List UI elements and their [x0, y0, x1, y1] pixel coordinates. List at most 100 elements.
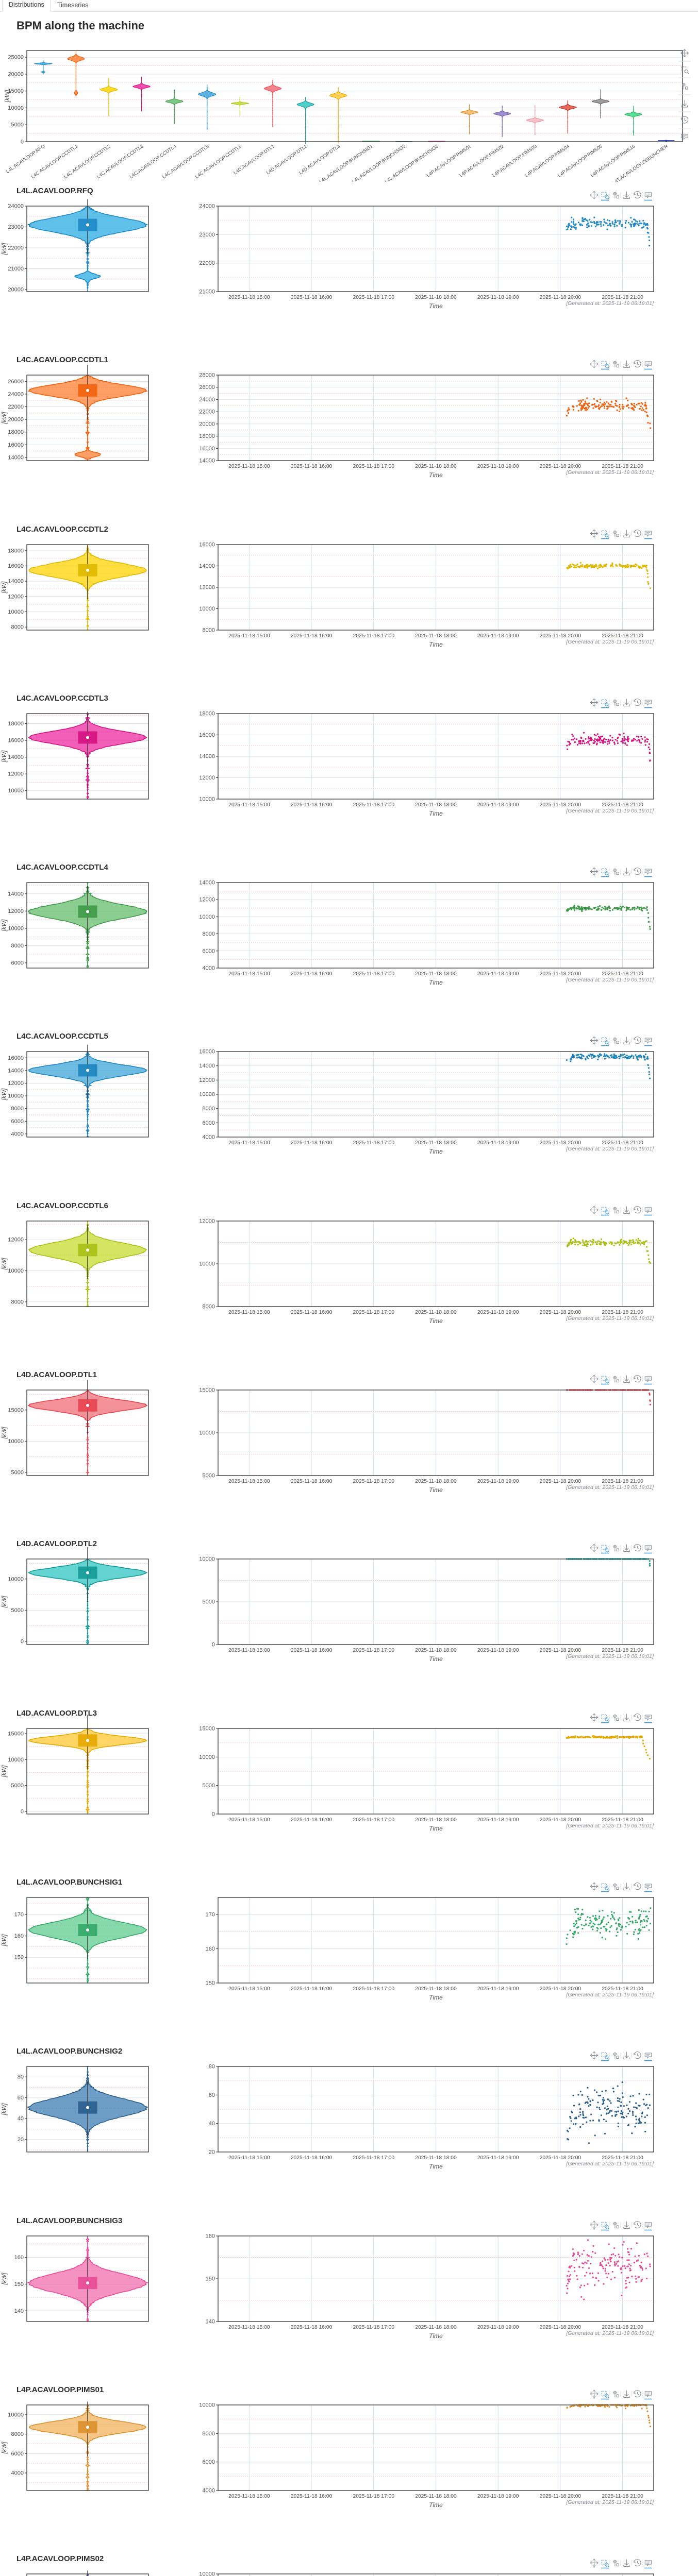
svg-text:L4D.ACAVLOOP.DTL2: L4D.ACAVLOOP.DTL2	[16, 1539, 97, 1548]
svg-text:2025-11-18 15:00: 2025-11-18 15:00	[228, 295, 270, 300]
svg-text:2025-11-18 17:00: 2025-11-18 17:00	[353, 2155, 395, 2161]
svg-text:[kW]: [kW]	[4, 90, 11, 103]
svg-text:8000: 8000	[203, 2431, 215, 2437]
svg-text:150: 150	[14, 1955, 24, 1961]
svg-text:8000: 8000	[203, 1303, 215, 1310]
svg-text:2025-11-18 21:00: 2025-11-18 21:00	[602, 1817, 643, 1823]
svg-text:40: 40	[18, 2116, 24, 2122]
svg-text:14000: 14000	[199, 1063, 215, 1070]
svg-text:2025-11-18 21:00: 2025-11-18 21:00	[602, 1479, 643, 1484]
svg-text:2025-11-18 16:00: 2025-11-18 16:00	[291, 633, 333, 639]
svg-text:2025-11-18 17:00: 2025-11-18 17:00	[353, 971, 395, 977]
svg-text:80: 80	[209, 2064, 215, 2070]
svg-text:2025-11-18 19:00: 2025-11-18 19:00	[477, 1648, 519, 1653]
svg-text:L4C.ACAVLOOP.CCDTL4: L4C.ACAVLOOP.CCDTL4	[16, 863, 108, 872]
svg-text:2025-11-18 17:00: 2025-11-18 17:00	[353, 633, 395, 639]
svg-text:[kW]: [kW]	[2, 919, 8, 932]
svg-text:2025-11-18 15:00: 2025-11-18 15:00	[228, 1479, 270, 1484]
svg-text:12000: 12000	[8, 1080, 24, 1087]
svg-text:12000: 12000	[199, 1218, 215, 1224]
svg-text:10000: 10000	[8, 788, 24, 794]
svg-text:2025-11-18 15:00: 2025-11-18 15:00	[228, 2325, 270, 2330]
svg-text:5000: 5000	[203, 1783, 215, 1789]
svg-text:2025-11-18 16:00: 2025-11-18 16:00	[291, 1817, 333, 1823]
svg-text:L4C.ACAVLOOP.CCDTL5: L4C.ACAVLOOP.CCDTL5	[16, 1032, 108, 1041]
svg-text:4000: 4000	[11, 2470, 24, 2476]
svg-text:[Generated at: 2025-11-19 06:1: [Generated at: 2025-11-19 06:19:01]	[566, 300, 654, 307]
svg-text:Time: Time	[429, 2501, 443, 2509]
svg-text:18000: 18000	[199, 433, 215, 439]
svg-text:10000: 10000	[199, 1754, 215, 1760]
svg-text:8000: 8000	[11, 943, 24, 949]
svg-text:140: 140	[14, 2308, 24, 2314]
svg-text:2025-11-18 18:00: 2025-11-18 18:00	[415, 2155, 457, 2161]
svg-text:18000: 18000	[8, 429, 24, 435]
svg-text:2025-11-18 17:00: 2025-11-18 17:00	[353, 2325, 395, 2330]
svg-text:6000: 6000	[11, 1118, 24, 1125]
svg-text:2025-11-18 20:00: 2025-11-18 20:00	[540, 1310, 581, 1315]
svg-text:2025-11-18 17:00: 2025-11-18 17:00	[353, 1648, 395, 1653]
svg-text:2025-11-18 20:00: 2025-11-18 20:00	[540, 1140, 581, 1146]
svg-text:10000: 10000	[199, 2402, 215, 2408]
svg-text:Time: Time	[429, 471, 443, 479]
svg-text:5000: 5000	[11, 1607, 24, 1614]
svg-text:[Generated at: 2025-11-19 06:1: [Generated at: 2025-11-19 06:19:01]	[566, 1653, 654, 1659]
svg-text:160: 160	[14, 1933, 24, 1939]
svg-text:2025-11-18 18:00: 2025-11-18 18:00	[415, 1648, 457, 1653]
svg-text:[kW]: [kW]	[2, 2442, 8, 2454]
svg-text:18000: 18000	[8, 548, 24, 554]
svg-text:[Generated at: 2025-11-19 06:1: [Generated at: 2025-11-19 06:19:01]	[566, 1146, 654, 1152]
svg-text:14000: 14000	[8, 891, 24, 897]
svg-text:26000: 26000	[8, 379, 24, 385]
svg-text:23000: 23000	[199, 232, 215, 238]
svg-text:Time: Time	[429, 1825, 443, 1832]
svg-text:[kW]: [kW]	[2, 1427, 8, 1439]
svg-text:160: 160	[206, 2233, 215, 2239]
svg-text:10000: 10000	[8, 1093, 24, 1099]
svg-text:12000: 12000	[8, 594, 24, 600]
svg-text:2025-11-18 20:00: 2025-11-18 20:00	[540, 2325, 581, 2330]
svg-text:2025-11-18 18:00: 2025-11-18 18:00	[415, 1817, 457, 1823]
svg-text:140: 140	[206, 2318, 215, 2325]
svg-text:[kW]: [kW]	[2, 243, 8, 256]
svg-text:28000: 28000	[199, 372, 215, 379]
svg-text:Time: Time	[429, 1148, 443, 1155]
svg-text:8000: 8000	[11, 624, 24, 630]
svg-text:10000: 10000	[199, 1092, 215, 1098]
svg-text:4000: 4000	[203, 2487, 215, 2494]
svg-text:0: 0	[212, 1642, 215, 1648]
svg-text:24000: 24000	[199, 204, 215, 210]
svg-text:10000: 10000	[199, 796, 215, 802]
svg-text:[Generated at: 2025-11-19 06:1: [Generated at: 2025-11-19 06:19:01]	[566, 977, 654, 983]
svg-text:18000: 18000	[199, 710, 215, 717]
svg-text:21000: 21000	[199, 289, 215, 295]
svg-text:2025-11-18 21:00: 2025-11-18 21:00	[602, 2155, 643, 2161]
svg-text:10000: 10000	[8, 1757, 24, 1763]
svg-text:Time: Time	[429, 1486, 443, 1494]
svg-text:2025-11-18 20:00: 2025-11-18 20:00	[540, 1479, 581, 1484]
svg-text:2025-11-18 21:00: 2025-11-18 21:00	[602, 1140, 643, 1146]
svg-text:[Generated at: 2025-11-19 06:1: [Generated at: 2025-11-19 06:19:01]	[566, 1992, 654, 1998]
svg-text:16000: 16000	[199, 446, 215, 452]
svg-text:14000: 14000	[8, 578, 24, 584]
svg-text:2025-11-18 17:00: 2025-11-18 17:00	[353, 802, 395, 808]
svg-text:10000: 10000	[199, 914, 215, 920]
svg-text:10000: 10000	[8, 1438, 24, 1445]
svg-text:2025-11-18 17:00: 2025-11-18 17:00	[353, 464, 395, 469]
svg-text:2025-11-18 20:00: 2025-11-18 20:00	[540, 2494, 581, 2499]
svg-text:2025-11-18 19:00: 2025-11-18 19:00	[477, 633, 519, 639]
svg-text:2025-11-18 16:00: 2025-11-18 16:00	[291, 802, 333, 808]
svg-text:14000: 14000	[8, 1068, 24, 1074]
svg-text:2025-11-18 16:00: 2025-11-18 16:00	[291, 1986, 333, 1992]
svg-text:22000: 22000	[199, 260, 215, 266]
svg-text:14000: 14000	[199, 753, 215, 759]
svg-text:L4L.ACAVLOOP.RFQ: L4L.ACAVLOOP.RFQ	[16, 187, 93, 195]
svg-text:5000: 5000	[203, 1473, 215, 1479]
svg-text:24000: 24000	[8, 392, 24, 398]
svg-text:4000: 4000	[11, 1131, 24, 1138]
svg-text:10000: 10000	[199, 2571, 215, 2576]
svg-text:2025-11-18 18:00: 2025-11-18 18:00	[415, 1310, 457, 1315]
svg-text:L4L.ACAVLOOP.BUNCHSIG2: L4L.ACAVLOOP.BUNCHSIG2	[16, 2047, 122, 2056]
svg-text:12000: 12000	[8, 771, 24, 777]
svg-text:0: 0	[212, 1811, 215, 1817]
